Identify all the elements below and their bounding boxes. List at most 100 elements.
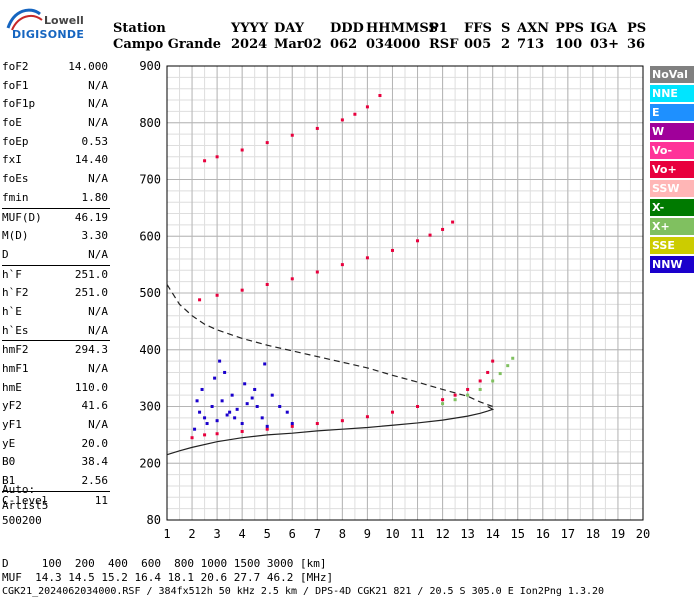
parameter-name: B1 [2,474,16,488]
x-tick-label: 20 [636,527,650,541]
data-point [195,399,199,403]
legend-item: NNW [650,256,694,273]
data-point [240,422,244,426]
parameter-value: N/A [88,116,108,130]
x-tick-label: 17 [561,527,575,541]
x-tick-label: 4 [239,527,246,541]
data-point [453,398,457,402]
header-label: YYYY [231,21,269,36]
data-point [253,387,257,391]
parameter-row: foF1p N/A [2,95,110,114]
x-tick-label: 16 [536,527,550,541]
x-tick-label: 15 [511,527,525,541]
parameter-row: C-level 11 [2,492,110,511]
data-point [441,227,445,231]
data-point [225,413,229,417]
parameter-row: yF1 N/A [2,416,110,435]
y-tick-label: 600 [139,229,161,243]
legend-item: SSE [650,237,694,254]
parameter-value: N/A [88,247,108,261]
data-point [215,293,219,297]
parameter-row: fxI 14.40 [2,151,110,170]
parameter-row: hmF2 294.3 [2,341,110,360]
parameter-name: MUF(D) [2,210,42,224]
data-point [213,376,217,380]
data-point [340,118,344,122]
parameter-value: N/A [88,78,108,92]
parameter-row: hmF1 N/A [2,360,110,379]
data-point [453,393,457,397]
header-value: 062 [330,37,358,52]
parameter-name: h`E [2,304,22,318]
y-tick-label: 80 [147,513,161,527]
data-point [200,387,204,391]
legend-item: Vo- [650,142,694,159]
parameter-value: 110.0 [74,380,108,394]
header-label: IGA [590,21,618,36]
y-tick-label: 700 [139,173,161,187]
parameter-row: h`F2 251.0 [2,284,110,303]
y-tick-label: 200 [139,456,161,470]
legend: NoVal NNE E W Vo- Vo+ SSW X- X+ SSE NNW [650,66,694,275]
x-tick-label: 12 [435,527,449,541]
data-point [233,416,237,420]
logo-line1: Lowell [44,14,84,27]
parameter-name: yF1 [2,418,22,432]
x-tick-label: 11 [410,527,424,541]
x-tick-label: 10 [385,527,399,541]
parameter-name: foE [2,116,22,130]
data-point [478,379,482,383]
header-label: FFS [464,21,492,36]
data-point [365,415,369,419]
parameter-row: h`Es N/A [2,322,110,341]
data-point [378,94,382,98]
data-point [491,379,495,383]
parameter-value: 14.40 [74,153,108,167]
data-point [353,112,357,116]
parameter-value: 294.3 [74,343,108,357]
parameter-divider [2,490,110,492]
parameter-row: M(D) 3.30 [2,227,110,246]
data-point [315,126,319,130]
parameter-value: N/A [88,418,108,432]
y-tick-label: 900 [139,59,161,73]
data-point [215,155,219,159]
data-point [205,422,209,426]
logo-swoosh-icon [6,8,43,31]
data-point [365,256,369,260]
data-point [506,364,510,368]
logo-line2: DIGISONDE [12,28,85,41]
parameter-name: fmin [2,190,29,204]
data-point [486,370,490,374]
data-point [215,432,219,436]
parameter-value: 0.53 [81,134,109,148]
parameter-value: 11 [94,493,108,507]
header-label: Station [113,21,166,36]
header-label: PS [627,21,647,36]
parameter-row: B0 38.4 [2,453,110,472]
y-tick-label: 500 [139,286,161,300]
data-point [198,410,202,414]
parameter-name: hmE [2,380,22,394]
parameter-divider [2,340,110,342]
header-value: 034000 [366,37,421,52]
parameter-divider [2,207,110,209]
parameter-name: M(D) [2,229,29,243]
x-tick-label: 7 [314,527,321,541]
legend-item: X- [650,199,694,216]
data-point [441,402,445,406]
legend-item: W [650,123,694,140]
parameter-row: fmin 1.80 [2,189,110,208]
x-tick-label: 9 [364,527,371,541]
x-tick-label: 13 [460,527,474,541]
auto-line2: Artist5 [2,498,49,512]
parameter-name: foF2 [2,60,29,73]
data-point [290,277,294,281]
legend-item: SSW [650,180,694,197]
header-value: 100 [555,37,583,52]
profile-dashed-line [166,284,493,408]
header-value: 005 [464,37,492,52]
data-point [340,419,344,423]
data-point [240,429,244,433]
header-label: DDD [330,21,364,36]
